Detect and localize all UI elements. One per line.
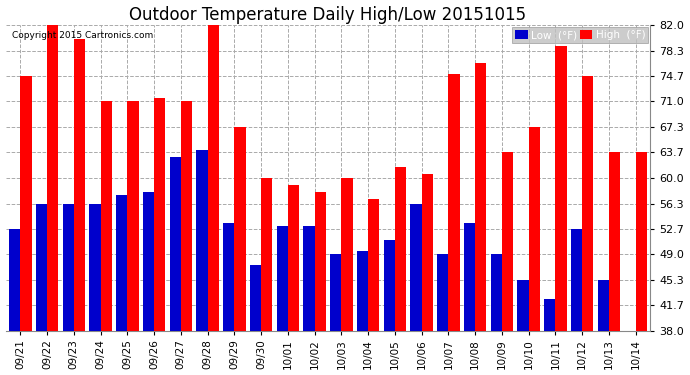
Bar — [395, 167, 406, 330]
Bar — [304, 226, 315, 330]
Bar — [598, 280, 609, 330]
Title: Outdoor Temperature Daily High/Low 20151015: Outdoor Temperature Daily High/Low 20151… — [130, 6, 526, 24]
Bar — [116, 195, 127, 330]
Bar — [609, 152, 620, 330]
Text: Copyright 2015 Cartronics.com: Copyright 2015 Cartronics.com — [12, 31, 153, 40]
Bar — [491, 254, 502, 330]
Bar — [529, 127, 540, 330]
Bar — [47, 25, 58, 330]
Bar — [330, 254, 342, 330]
Bar — [384, 240, 395, 330]
Bar — [127, 102, 139, 330]
Bar — [261, 178, 273, 330]
Bar — [437, 254, 448, 330]
Bar — [9, 228, 20, 330]
Bar — [422, 174, 433, 330]
Bar — [342, 178, 353, 330]
Bar — [448, 74, 460, 330]
Bar — [101, 102, 112, 330]
Bar — [36, 204, 47, 330]
Bar — [154, 98, 166, 330]
Bar — [368, 199, 380, 330]
Bar — [288, 185, 299, 330]
Bar — [170, 157, 181, 330]
Bar — [235, 127, 246, 330]
Bar — [20, 76, 32, 330]
Bar — [63, 204, 74, 330]
Bar — [635, 152, 647, 330]
Bar — [357, 251, 368, 330]
Bar — [315, 192, 326, 330]
Bar — [475, 63, 486, 330]
Bar — [197, 150, 208, 330]
Legend: Low  (°F), High  (°F): Low (°F), High (°F) — [512, 27, 649, 44]
Bar — [555, 46, 566, 330]
Bar — [571, 228, 582, 330]
Bar — [518, 280, 529, 330]
Bar — [411, 204, 422, 330]
Bar — [208, 25, 219, 330]
Bar — [544, 299, 555, 330]
Bar — [223, 223, 235, 330]
Bar — [89, 204, 101, 330]
Bar — [464, 223, 475, 330]
Bar — [250, 265, 261, 330]
Bar — [143, 192, 154, 330]
Bar — [181, 102, 192, 330]
Bar — [582, 76, 593, 330]
Bar — [502, 152, 513, 330]
Bar — [74, 39, 85, 330]
Bar — [277, 226, 288, 330]
